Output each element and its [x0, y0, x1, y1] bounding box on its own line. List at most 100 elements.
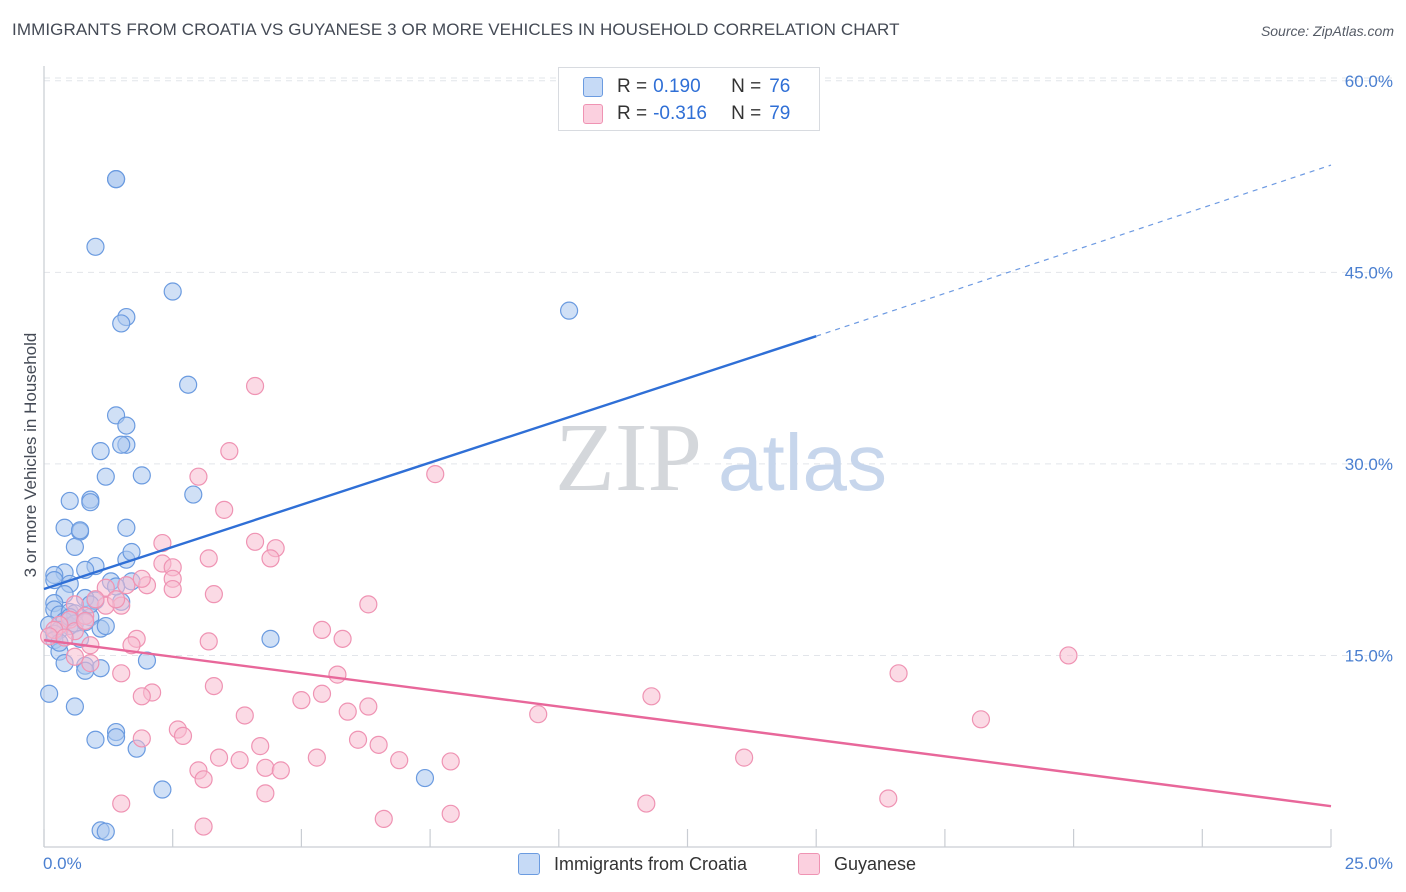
legend-r-value: -0.316: [653, 103, 707, 124]
data-point-croatia: [106, 170, 126, 189]
data-point-croatia: [86, 237, 105, 256]
data-point-croatia: [112, 435, 131, 454]
trend-line-guyanese: [43, 638, 1332, 808]
data-point-guyanese: [333, 629, 352, 648]
data-point-guyanese: [76, 611, 95, 631]
data-point-croatia: [40, 684, 59, 703]
legend-n-label: N =: [731, 103, 762, 124]
data-point-croatia: [60, 491, 79, 511]
data-point-guyanese: [879, 789, 898, 808]
data-point-croatia: [65, 537, 84, 557]
data-point-guyanese: [194, 817, 213, 836]
data-point-guyanese: [112, 794, 131, 813]
data-point-guyanese: [307, 748, 326, 767]
data-point-guyanese: [215, 500, 234, 519]
data-point-guyanese: [642, 687, 661, 706]
data-point-guyanese: [637, 794, 656, 813]
data-point-guyanese: [194, 770, 213, 789]
data-point-guyanese: [163, 579, 182, 599]
data-point-croatia: [137, 651, 157, 670]
legend-item-guyanese[interactable]: Guyanese: [798, 853, 916, 875]
data-point-guyanese: [441, 752, 460, 771]
correlation-legend: R = 0.190 N = 76 R = -0.316 N = 79: [558, 67, 820, 131]
y-tick-label: 45.0%: [1345, 263, 1393, 282]
data-point-croatia: [81, 493, 100, 512]
trend-line-croatia: [43, 335, 817, 591]
data-point-guyanese: [199, 549, 218, 568]
data-point-croatia: [117, 518, 136, 537]
source-label: Source: ZipAtlas.com: [1260, 23, 1394, 39]
data-point-guyanese: [209, 748, 229, 767]
data-point-guyanese: [199, 632, 218, 651]
axes: [43, 66, 1332, 848]
data-point-guyanese: [204, 585, 223, 604]
data-point-guyanese: [359, 595, 378, 614]
data-point-guyanese: [256, 758, 275, 777]
data-point-croatia: [117, 416, 136, 435]
y-tick-label: 15.0%: [1345, 646, 1393, 665]
data-point-guyanese: [261, 549, 280, 568]
data-point-guyanese: [312, 620, 332, 640]
data-point-croatia: [179, 375, 198, 394]
data-point-croatia: [106, 728, 126, 747]
data-point-guyanese: [230, 751, 249, 770]
legend-label-guyanese: Guyanese: [834, 853, 917, 874]
data-point-guyanese: [204, 676, 223, 696]
chart-title: IMMIGRANTS FROM CROATIA VS GUYANESE 3 OR…: [12, 20, 900, 39]
data-point-croatia: [55, 518, 74, 537]
data-point-guyanese: [390, 751, 409, 770]
x-tick-labels: 0.0% 25.0%: [43, 854, 1393, 873]
data-point-guyanese: [81, 654, 100, 673]
x-tick-label: 0.0%: [43, 854, 82, 873]
legend-swatch-guyanese: [583, 104, 603, 124]
series-croatia-points: [40, 170, 579, 841]
data-point-guyanese: [256, 784, 275, 803]
y-tick-label: 30.0%: [1345, 455, 1393, 474]
legend-row-croatia: R = 0.190 N = 76: [583, 74, 790, 100]
trend-lines: [43, 164, 1332, 808]
series-guyanese-points: [40, 376, 1078, 836]
y-tick-labels: 15.0% 30.0% 45.0% 60.0%: [1345, 72, 1393, 666]
data-point-guyanese: [96, 578, 115, 597]
legend-swatch-croatia: [518, 853, 540, 875]
data-point-guyanese: [132, 569, 151, 588]
y-tick-label: 60.0%: [1345, 72, 1393, 91]
legend-r-value: 0.190: [653, 76, 701, 97]
y-axis-title: 3 or more Vehicles in Household: [21, 333, 40, 578]
watermark-zip: ZIP: [555, 404, 702, 512]
data-point-guyanese: [251, 737, 270, 756]
data-point-croatia: [70, 521, 90, 540]
data-point-guyanese: [132, 687, 151, 706]
data-point-croatia: [415, 768, 435, 788]
data-point-guyanese: [312, 684, 332, 703]
data-point-guyanese: [529, 705, 548, 724]
data-point-croatia: [96, 616, 115, 636]
data-point-guyanese: [1059, 646, 1078, 665]
data-point-guyanese: [106, 590, 126, 609]
data-point-guyanese: [359, 697, 378, 716]
data-point-guyanese: [86, 590, 105, 609]
data-point-guyanese: [65, 647, 84, 666]
data-point-croatia: [112, 314, 131, 333]
data-point-croatia: [261, 629, 280, 648]
data-point-croatia: [184, 485, 203, 504]
data-point-guyanese: [245, 532, 265, 551]
data-point-guyanese: [971, 710, 991, 729]
legend-swatch-croatia: [583, 77, 603, 97]
legend-item-croatia[interactable]: Immigrants from Croatia: [518, 853, 747, 875]
trend-line-croatia-projection: [816, 164, 1332, 337]
data-point-guyanese: [117, 576, 136, 595]
data-point-guyanese: [441, 804, 460, 823]
legend-row-guyanese: R = -0.316 N = 79: [583, 101, 790, 127]
data-point-guyanese: [235, 706, 254, 725]
data-point-guyanese: [369, 735, 388, 754]
data-point-guyanese: [889, 664, 908, 683]
data-point-croatia: [163, 282, 182, 301]
data-point-guyanese: [173, 726, 193, 746]
data-point-guyanese: [220, 442, 239, 461]
legend-r-label: R =: [617, 76, 648, 97]
legend-n-value: 76: [769, 76, 791, 97]
legend-label-croatia: Immigrants from Croatia: [554, 853, 748, 874]
watermark-atlas: atlas: [718, 418, 887, 507]
